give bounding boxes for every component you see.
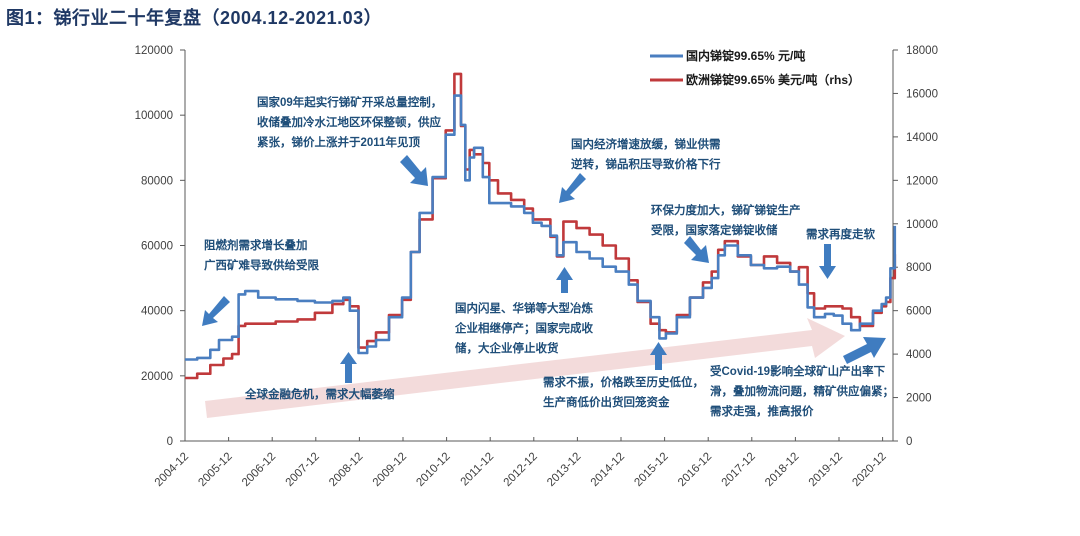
x-tick-label: 2011-12 (459, 451, 497, 489)
y2-tick-label: 4000 (906, 349, 932, 361)
y2-tick-label: 10000 (906, 219, 938, 231)
arrow-down-left-icon (202, 296, 230, 326)
annotation-2009: 国家09年起实行锑矿开采总量控制，收储叠加冷水江地区环保整顿，供应紧张，锑价上涨… (257, 95, 442, 149)
y-tick-label: 100000 (135, 110, 173, 122)
y-tick-label: 40000 (141, 306, 173, 318)
annotation-2012: 国内经济增速放缓，锑业供需逆转，锑品积压导致价格下行 (571, 137, 721, 171)
x-tick-label: 2018-12 (763, 451, 801, 489)
annotation-arrows (202, 155, 886, 383)
x-tick-label: 2004-12 (153, 451, 191, 489)
annotation-2019: 需求再度走软 (806, 227, 875, 241)
y2-tick-label: 0 (906, 436, 912, 448)
x-tick-label: 2017-12 (720, 451, 758, 489)
y-tick-label: 60000 (141, 241, 173, 253)
legend-label-europe: 欧洲锑锭99.65% 美元/吨（rhs） (686, 72, 860, 87)
x-tick-label: 2013-12 (545, 451, 583, 489)
arrow-up-icon (340, 352, 357, 383)
arrow-down-icon (819, 244, 836, 279)
y2-tick-label: 14000 (906, 132, 938, 144)
arrow-down-right-icon (400, 155, 428, 186)
y-tick-label: 20000 (141, 371, 173, 383)
x-tick-label: 2008-12 (327, 451, 365, 489)
legend-label-domestic: 国内锑锭99.65% 元/吨 (686, 48, 805, 63)
x-tick-label: 2016-12 (676, 451, 714, 489)
y-tick-label: 80000 (141, 175, 173, 187)
legend: 国内锑锭99.65% 元/吨 欧洲锑锭99.65% 美元/吨（rhs） (650, 48, 860, 87)
x-axis-ticks: 2004-12 2005-12 2006-12 2007-12 2008-12 2009-… (153, 437, 889, 489)
x-tick-label: 2007-12 (284, 451, 322, 489)
annotation-2013: 国内闪星、华锑等大型冶炼企业相继停产；国家完成收储，大企业停止收货 (454, 301, 593, 355)
x-tick-label: 2010-12 (414, 451, 452, 489)
y-tick-label: 120000 (135, 45, 173, 57)
annotation-2008: 全球金融危机，需求大幅萎缩 (244, 387, 395, 401)
right-axis-ticks: 0 2000 4000 6000 8000 10000 12000 14000 16000 180… (893, 45, 938, 448)
x-tick-label: 2015-12 (632, 451, 670, 489)
y-tick-label: 0 (167, 436, 173, 448)
left-axis-ticks: 0 20000 40000 60000 80000 100000 120000 (135, 45, 185, 448)
x-tick-label: 2019-12 (807, 451, 845, 489)
y2-tick-label: 12000 (906, 175, 938, 187)
y2-tick-label: 16000 (906, 88, 938, 100)
annotation-2015: 需求不振，价格跌至历史低位，生产商低价出货回笼资金 (543, 375, 704, 409)
arrow-up-right-icon (843, 337, 886, 364)
x-tick-label: 2005-12 (196, 451, 234, 489)
x-tick-label: 2014-12 (589, 451, 627, 489)
y2-tick-label: 6000 (906, 306, 932, 318)
series-domestic-line (185, 94, 897, 361)
arrow-down-right-icon (684, 236, 709, 263)
arrow-up-icon (556, 267, 573, 293)
annotation-2005: 阻燃剂需求增长叠加广西矿难导致供给受限 (204, 238, 319, 272)
y2-tick-label: 18000 (906, 45, 938, 57)
x-tick-label: 2012-12 (502, 451, 540, 489)
annotation-2016: 环保力度加大，锑矿锑锭生产受限，国家落定锑锭收储 (651, 203, 801, 237)
x-tick-label: 2006-12 (240, 451, 278, 489)
y2-tick-label: 2000 (906, 393, 932, 405)
x-tick-label: 2009-12 (371, 451, 409, 489)
chart-title: 图1：锑行业二十年复盘（2004.12-2021.03） (6, 8, 383, 28)
arrow-up-icon (650, 342, 667, 370)
y2-tick-label: 8000 (906, 262, 932, 274)
x-tick-label: 2020-12 (850, 451, 888, 489)
annotations: 阻燃剂需求增长叠加广西矿难导致供给受限 全球金融危机，需求大幅萎缩 国家09年起… (204, 95, 894, 418)
arrow-down-left-icon (559, 173, 586, 203)
annotation-2020: 受Covid-19影响全球矿山产出率下滑，叠加物流问题，精矿供应偏紧；需求走强，… (710, 364, 894, 418)
trend-arrow-icon (205, 318, 845, 418)
series-lines (185, 72, 897, 380)
